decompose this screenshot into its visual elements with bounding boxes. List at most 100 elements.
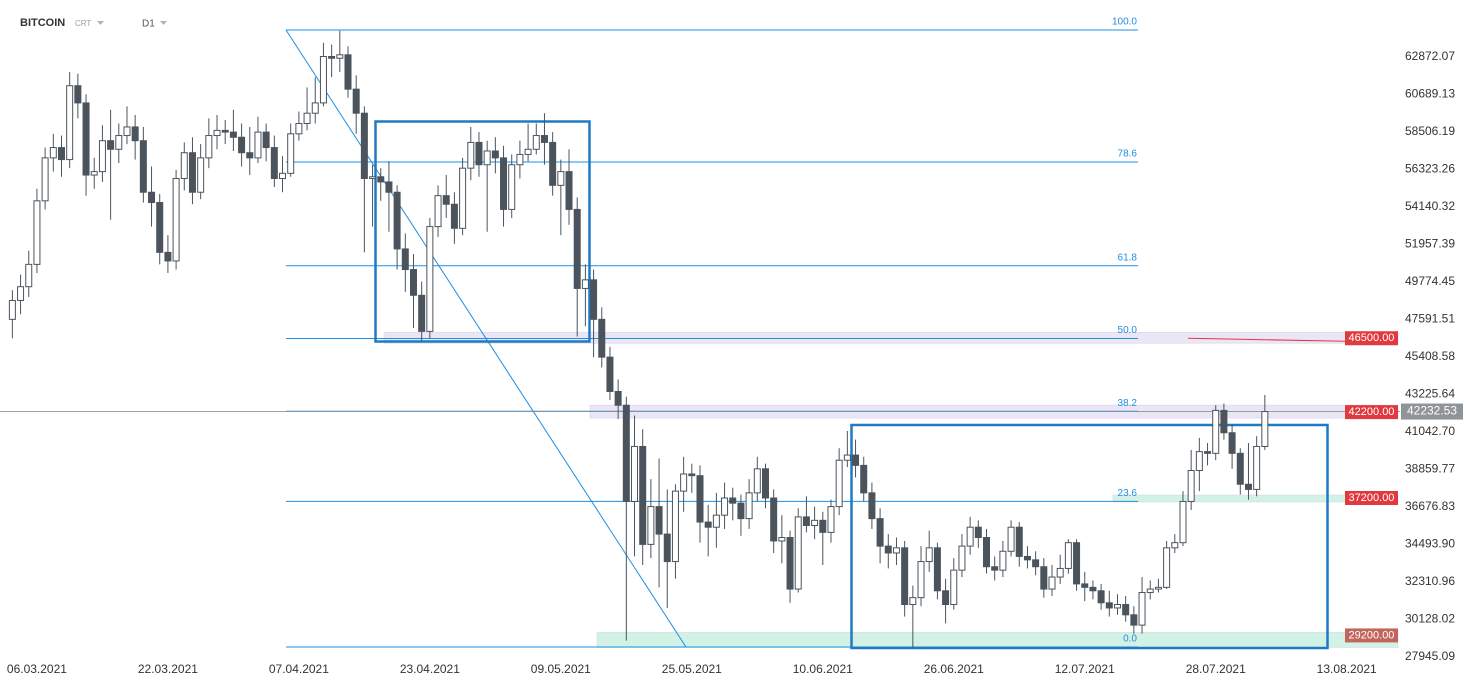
candle-body bbox=[25, 263, 33, 288]
y-tick-label: 36676.83 bbox=[1405, 499, 1455, 513]
candle-body bbox=[827, 506, 835, 533]
candle-body bbox=[614, 390, 622, 406]
candle-body bbox=[221, 129, 229, 133]
candle-body bbox=[254, 131, 262, 159]
candle-body bbox=[1089, 586, 1097, 592]
candle-body bbox=[467, 141, 475, 169]
chart-subtitle: CRT bbox=[75, 19, 91, 28]
candle-body bbox=[33, 200, 41, 265]
candle-body bbox=[1056, 567, 1064, 578]
candle-body bbox=[213, 129, 221, 137]
candle-body bbox=[753, 468, 761, 494]
candle-body bbox=[123, 126, 131, 137]
candle-body bbox=[1244, 483, 1252, 490]
candle-body bbox=[860, 464, 868, 494]
candle-body bbox=[933, 547, 941, 592]
fib-label: 38.2 bbox=[1118, 398, 1138, 409]
candle-body bbox=[876, 518, 884, 547]
candle-body bbox=[622, 404, 630, 502]
dropdown-caret[interactable] bbox=[97, 21, 104, 25]
candle-body bbox=[868, 492, 876, 520]
candle-body bbox=[1253, 445, 1261, 490]
range-box bbox=[850, 423, 1329, 650]
level-label: 37200.00 bbox=[1349, 492, 1395, 504]
candle-body bbox=[721, 497, 729, 516]
candle-body bbox=[901, 547, 909, 606]
candle-body bbox=[729, 497, 737, 504]
candle-body bbox=[917, 561, 925, 599]
candle-body bbox=[1097, 590, 1105, 604]
candle-body bbox=[418, 294, 426, 332]
y-tick-label: 58506.19 bbox=[1405, 124, 1455, 138]
annotation-line bbox=[1187, 337, 1346, 342]
x-tick-label: 13.08.2021 bbox=[1317, 662, 1377, 676]
candle-body bbox=[991, 566, 999, 571]
current-price-label: 42232.53 bbox=[1407, 404, 1457, 418]
candle-body bbox=[786, 537, 794, 590]
candle-body bbox=[377, 176, 385, 183]
candle-body bbox=[319, 56, 327, 104]
dropdown-caret[interactable] bbox=[160, 21, 167, 25]
candle-body bbox=[352, 88, 360, 114]
candle-body bbox=[598, 318, 606, 358]
candle-body bbox=[696, 475, 704, 523]
candle-body bbox=[999, 550, 1007, 571]
candle-body bbox=[1171, 542, 1179, 549]
x-tick-label: 06.03.2021 bbox=[7, 662, 67, 676]
level-label: 46500.00 bbox=[1349, 332, 1395, 344]
candle-body bbox=[1113, 604, 1121, 609]
candle-body bbox=[958, 545, 966, 571]
candle-body bbox=[1015, 526, 1023, 557]
candle-body bbox=[459, 167, 467, 229]
candle-body bbox=[74, 85, 82, 104]
current-price-bg bbox=[1401, 403, 1463, 420]
y-tick-label: 51957.39 bbox=[1405, 237, 1455, 251]
candle-body bbox=[647, 506, 655, 545]
y-tick-label: 38859.77 bbox=[1405, 462, 1455, 476]
candle-body bbox=[688, 473, 696, 477]
x-tick-label: 22.03.2021 bbox=[138, 662, 198, 676]
x-tick-label: 09.05.2021 bbox=[531, 662, 591, 676]
candle-body bbox=[49, 147, 57, 159]
candle-body bbox=[794, 516, 802, 590]
candle-body bbox=[262, 131, 270, 149]
candle-body bbox=[524, 148, 532, 155]
candle-body bbox=[426, 226, 434, 332]
candle-body bbox=[287, 133, 295, 174]
level-label-bg bbox=[1345, 405, 1398, 420]
candle-body bbox=[704, 521, 712, 528]
candle-body bbox=[328, 56, 336, 59]
candle-body bbox=[778, 537, 786, 542]
candle-body bbox=[172, 177, 180, 262]
y-tick-label: 30128.02 bbox=[1405, 612, 1455, 626]
y-tick-label: 47591.51 bbox=[1405, 312, 1455, 326]
candle-body bbox=[311, 102, 319, 114]
candle-body bbox=[950, 569, 958, 606]
timeframe[interactable]: D1 bbox=[142, 19, 155, 30]
candle-body bbox=[1187, 470, 1195, 502]
candle-body bbox=[1048, 576, 1056, 590]
candle-body bbox=[483, 150, 491, 166]
candle-body bbox=[1007, 526, 1015, 552]
candle-body bbox=[500, 157, 508, 210]
candle-body bbox=[884, 545, 892, 554]
candle-body bbox=[737, 502, 745, 520]
candle-body bbox=[892, 547, 900, 554]
x-tick-label: 07.04.2021 bbox=[269, 662, 329, 676]
candle-body bbox=[360, 112, 368, 179]
candle-body bbox=[1138, 591, 1146, 626]
candle-body bbox=[590, 279, 598, 320]
candle-body bbox=[369, 176, 377, 179]
candle-body bbox=[344, 54, 352, 90]
candle-body bbox=[434, 195, 442, 228]
range-box bbox=[374, 120, 591, 343]
candle-body bbox=[188, 152, 196, 193]
y-tick-label: 45408.58 bbox=[1405, 349, 1455, 363]
candle-body bbox=[1081, 583, 1089, 588]
candle-body bbox=[336, 54, 344, 59]
candle-body bbox=[156, 202, 164, 253]
candle-body bbox=[761, 468, 769, 499]
candle-body bbox=[82, 102, 90, 176]
candle-body bbox=[1023, 555, 1031, 561]
candle-body bbox=[581, 279, 589, 289]
